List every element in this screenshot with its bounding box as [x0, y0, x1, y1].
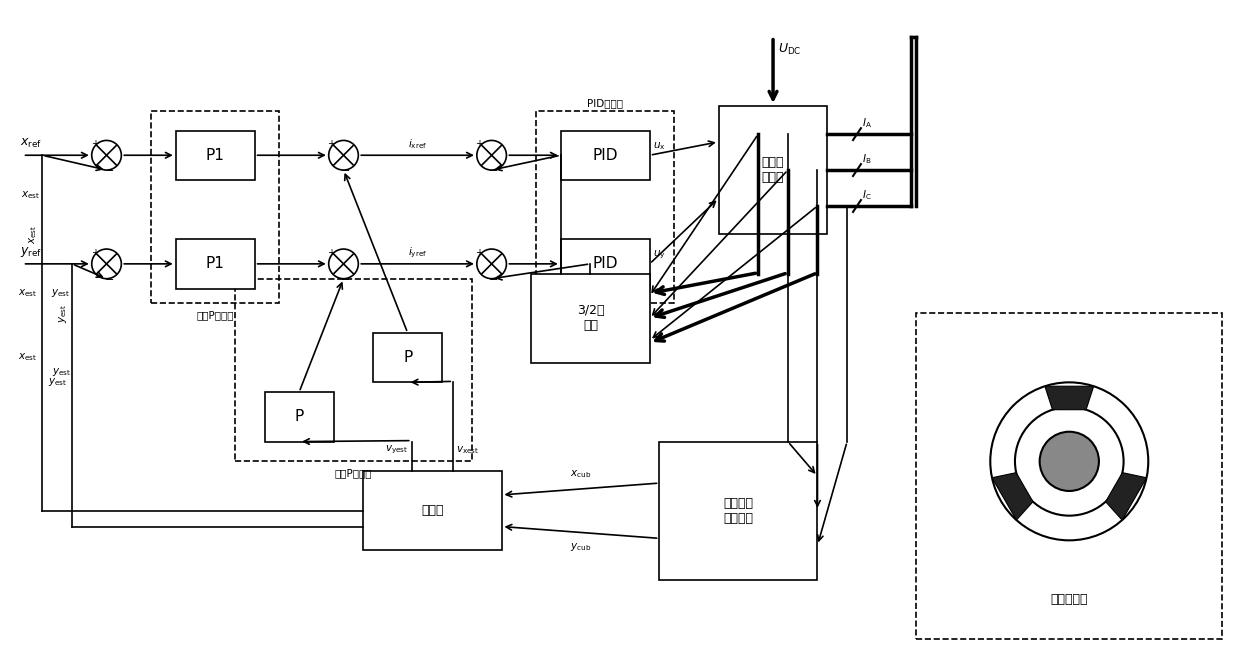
Polygon shape [1106, 473, 1147, 520]
Text: PID: PID [593, 257, 618, 271]
Text: −: − [489, 274, 498, 284]
Text: −: − [341, 274, 350, 284]
Text: $x_{\rm est}$: $x_{\rm est}$ [21, 189, 41, 201]
Circle shape [329, 141, 358, 170]
Text: $y_{\rm ref}$: $y_{\rm ref}$ [20, 245, 42, 259]
Text: PID: PID [593, 148, 618, 162]
Text: $x_{\rm est}$: $x_{\rm est}$ [27, 225, 40, 244]
Text: P: P [403, 350, 413, 365]
Circle shape [329, 249, 358, 278]
Text: +: + [475, 248, 482, 258]
Circle shape [477, 141, 506, 170]
Text: $u_{\rm x}$: $u_{\rm x}$ [652, 141, 665, 152]
Text: $x_{\rm ref}$: $x_{\rm ref}$ [20, 137, 42, 151]
Circle shape [1016, 407, 1123, 516]
Text: $U_{\rm DC}$: $U_{\rm DC}$ [777, 42, 801, 57]
Text: $x_{\rm cub}$: $x_{\rm cub}$ [570, 468, 591, 480]
Bar [363, 471, 501, 550]
Circle shape [92, 249, 122, 278]
Circle shape [477, 249, 506, 278]
Text: +: + [326, 139, 335, 149]
Text: 第一P控制器: 第一P控制器 [196, 310, 234, 320]
Text: P: P [294, 410, 304, 424]
Bar [916, 313, 1223, 639]
Text: −: − [105, 166, 114, 176]
Bar [560, 131, 650, 180]
Text: $i_{\rm yref}$: $i_{\rm yref}$ [408, 245, 428, 260]
Bar [151, 111, 279, 304]
Bar [264, 392, 334, 442]
Text: P1: P1 [206, 257, 224, 271]
Text: $y_{\rm est}$: $y_{\rm est}$ [47, 377, 67, 389]
Text: 3/2变
换器: 3/2变 换器 [577, 304, 604, 332]
Bar [536, 111, 675, 304]
Polygon shape [992, 473, 1033, 520]
Text: $x_{\rm est}$: $x_{\rm est}$ [17, 288, 37, 300]
Text: 观测器: 观测器 [422, 505, 444, 517]
Text: $x_{\rm est}$: $x_{\rm est}$ [19, 351, 37, 363]
Bar [660, 442, 817, 580]
Text: +: + [326, 248, 335, 258]
Text: $I_{\rm A}$: $I_{\rm A}$ [862, 117, 872, 130]
Text: 第二P控制器: 第二P控制器 [335, 468, 372, 478]
Text: $y_{\rm est}$: $y_{\rm est}$ [57, 304, 69, 323]
Text: $y_{\rm est}$: $y_{\rm est}$ [52, 367, 72, 379]
Text: P1: P1 [206, 148, 224, 162]
Circle shape [92, 141, 122, 170]
Text: 容积卡尔
曼滤波器: 容积卡尔 曼滤波器 [723, 497, 754, 524]
Text: −: − [489, 166, 498, 176]
Bar [176, 239, 254, 288]
Text: +: + [91, 248, 99, 258]
Text: $i_{\rm xref}$: $i_{\rm xref}$ [408, 137, 428, 151]
Text: $v_{\rm yest}$: $v_{\rm yest}$ [386, 444, 409, 456]
Bar [234, 278, 472, 461]
Text: 电压源
逆变器: 电压源 逆变器 [761, 156, 785, 184]
Text: −: − [105, 274, 114, 284]
Text: +: + [475, 139, 482, 149]
Text: +: + [91, 139, 99, 149]
Circle shape [1039, 432, 1099, 491]
Text: 径向磁轴承: 径向磁轴承 [1050, 593, 1087, 606]
Bar [719, 106, 827, 234]
Text: $y_{\rm est}$: $y_{\rm est}$ [51, 288, 69, 300]
Text: $v_{\rm xest}$: $v_{\rm xest}$ [456, 445, 480, 456]
Bar [531, 274, 650, 363]
Text: −: − [341, 166, 350, 176]
Bar [373, 333, 443, 383]
Text: $u_{\rm y}$: $u_{\rm y}$ [652, 249, 665, 261]
Polygon shape [1045, 387, 1094, 410]
Text: $y_{\rm cub}$: $y_{\rm cub}$ [570, 541, 591, 554]
Bar [560, 239, 650, 288]
Bar [176, 131, 254, 180]
Text: $I_{\rm B}$: $I_{\rm B}$ [862, 152, 872, 166]
Circle shape [991, 383, 1148, 540]
Text: $I_{\rm C}$: $I_{\rm C}$ [862, 188, 872, 202]
Text: PID控制器: PID控制器 [588, 98, 624, 108]
